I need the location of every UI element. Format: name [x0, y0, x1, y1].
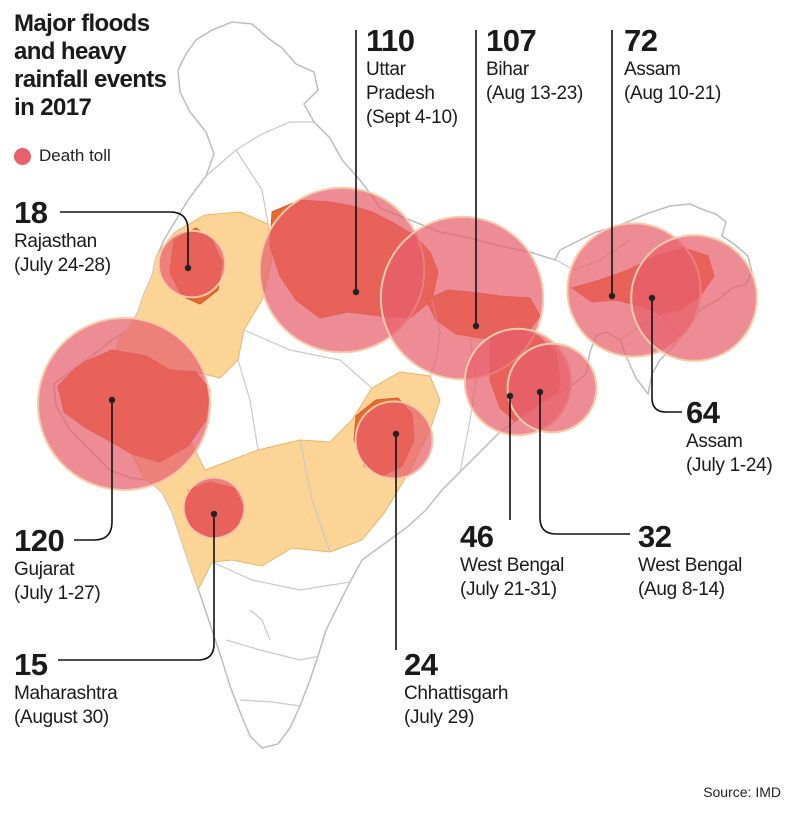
source-credit: Source: IMD: [703, 784, 781, 800]
map-title: Major floods and heavy rainfall events i…: [14, 10, 167, 121]
bubble-gujarat: [37, 317, 211, 491]
event-dates: (Aug 8-14): [638, 579, 725, 600]
callout-bihar: 107 Bihar (Aug 13-23): [486, 24, 583, 106]
location-dots: [108, 264, 656, 518]
state-name: Assam: [624, 59, 681, 80]
event-dates: (Aug 13-23): [486, 83, 584, 104]
state-name: West Bengal: [638, 555, 743, 576]
death-toll: 15: [14, 647, 48, 682]
callout-rajasthan: 18 Rajasthan (July 24-28): [14, 196, 111, 278]
event-dates: (Sept 4-10): [366, 107, 458, 128]
callout-gujarat: 120 Gujarat (July 1-27): [14, 523, 101, 606]
state-name: Assam: [686, 431, 743, 452]
legend-swatch: [14, 147, 31, 165]
death-toll: 46: [460, 519, 494, 554]
event-dates: (July 21-31): [460, 579, 557, 600]
event-dates: (Aug 10-21): [624, 83, 722, 104]
death-toll: 24: [404, 647, 438, 682]
state-name: Uttar: [366, 59, 406, 80]
legend: Death toll: [14, 146, 111, 166]
callout-maharashtra: 15 Maharashtra (August 30): [14, 647, 118, 730]
callout-west-bengal-july: 46 West Bengal (July 21-31): [460, 520, 564, 602]
state-name: Gujarat: [14, 559, 75, 580]
state-name-line2: Pradesh: [366, 83, 435, 104]
bubble-rajasthan: [157, 229, 227, 299]
event-dates: (July 1-24): [686, 455, 773, 476]
callout-assam-aug: 72 Assam (Aug 10-21): [624, 24, 721, 106]
event-dates: (July 24-28): [14, 255, 111, 276]
callout-chhattisgarh: 24 Chhattisgarh (July 29): [404, 648, 508, 730]
state-name: West Bengal: [460, 555, 565, 576]
state-name: Rajasthan: [14, 231, 97, 252]
death-toll: 32: [638, 519, 672, 554]
bubble-assam-july: [630, 234, 758, 362]
event-dates: (July 29): [404, 707, 475, 728]
callout-uttar-pradesh: 110 Uttar Pradesh (Sept 4-10): [366, 24, 458, 130]
bubble-chhattisgarh: [354, 400, 434, 480]
death-toll: 72: [624, 23, 658, 58]
state-name: Chhattisgarh: [404, 683, 509, 704]
death-toll: 120: [14, 523, 65, 558]
death-toll: 18: [14, 195, 48, 230]
death-toll: 110: [366, 23, 415, 58]
bubble-west-bengal-aug: [506, 342, 598, 434]
legend-label: Death toll: [39, 146, 111, 165]
event-dates: (August 30): [14, 707, 109, 728]
state-name: Bihar: [486, 59, 529, 80]
death-toll: 107: [486, 23, 537, 58]
event-dates: (July 1-27): [14, 583, 101, 604]
leader-lines: [58, 30, 682, 661]
bubble-layer: [37, 186, 758, 540]
state-name: Maharashtra: [14, 683, 118, 704]
callout-west-bengal-aug: 32 West Bengal (Aug 8-14): [638, 520, 742, 602]
death-toll: 64: [686, 395, 720, 430]
callout-assam-july: 64 Assam (July 1-24): [686, 395, 773, 478]
